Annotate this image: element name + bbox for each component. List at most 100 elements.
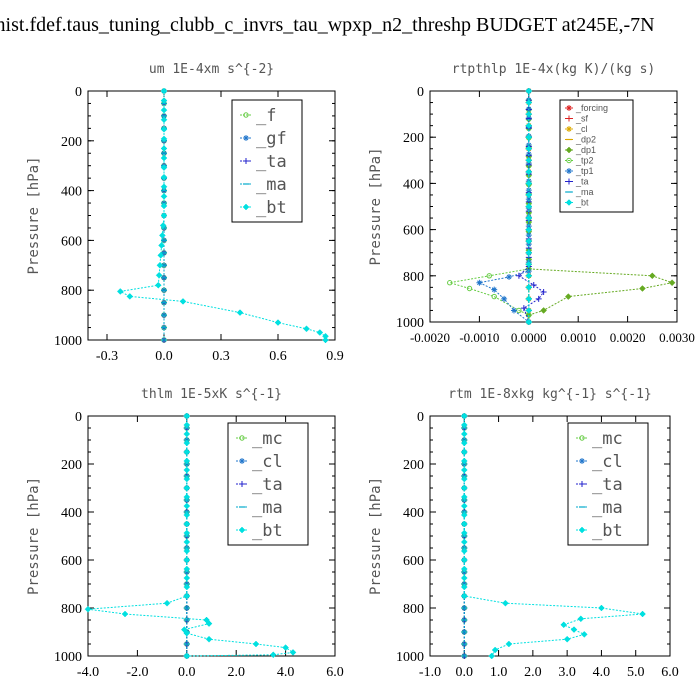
legend-entry-label: _mc: [592, 429, 623, 449]
data-point: [160, 116, 168, 124]
legend-marker: [239, 481, 245, 487]
data-point: [460, 466, 468, 474]
data-point: [160, 135, 168, 143]
legend-marker: [566, 178, 572, 185]
data-point: [460, 520, 468, 528]
y-tick-label: 400: [61, 185, 82, 200]
legend-marker: [579, 458, 585, 464]
y-tick-label: 200: [403, 458, 424, 473]
x-tick-label: 0.0: [155, 349, 173, 364]
data-point: [205, 635, 213, 643]
data-point: [577, 615, 585, 623]
data-point: [303, 325, 310, 333]
y-axis-label: Pressure [hPa]: [26, 156, 42, 274]
data-point: [639, 610, 646, 618]
data-point: [525, 223, 532, 230]
data-point: [460, 574, 468, 582]
data-point: [598, 604, 605, 612]
legend-entry-label: _bt: [575, 198, 589, 208]
series-bt: [525, 87, 533, 326]
data-point: [183, 529, 191, 537]
legend-entry-label: _bt: [592, 521, 623, 541]
data-point: [159, 232, 166, 239]
data-point: [540, 307, 547, 314]
y-tick-label: 800: [403, 602, 424, 617]
legend-marker: [566, 115, 572, 122]
panel-thlm: thlm 1E-5xK s^{-1} Pressure [hPa] 0 200 400 6…: [26, 387, 344, 680]
page-title: thist.fdef.taus_tuning_clubb_c_invrs_tau…: [0, 14, 655, 36]
y-tick-label: 400: [61, 506, 82, 521]
legend: _forcing_sf_cl_dp2_dp1_tp2_tp1_ta_ma_bt: [559, 99, 634, 213]
data-point: [183, 421, 191, 429]
data-point: [564, 293, 572, 300]
x-tick-label: -1.0: [419, 665, 441, 680]
data-point: [160, 87, 168, 95]
x-tick-label: 6.0: [661, 665, 679, 680]
legend-marker: [566, 157, 572, 164]
legend-entry-label: _ta: [575, 177, 589, 187]
data-point: [460, 412, 468, 420]
x-tick-label: 0.0030: [659, 330, 695, 345]
data-point: [486, 273, 492, 279]
data-point: [525, 145, 533, 153]
data-point: [491, 293, 497, 300]
data-point: [525, 168, 533, 176]
data-point: [183, 511, 191, 519]
y-tick-label: 200: [61, 458, 82, 473]
data-point: [183, 412, 191, 420]
data-point: [525, 237, 533, 245]
data-point: [460, 529, 468, 537]
data-point: [460, 493, 468, 501]
data-point: [563, 635, 571, 643]
data-point: [668, 279, 676, 287]
y-tick-label: 0: [417, 410, 424, 425]
data-point: [160, 145, 168, 152]
data-point: [183, 430, 191, 438]
data-point: [460, 583, 468, 591]
y-tick-label: 1000: [54, 650, 82, 665]
data-point: [183, 652, 191, 660]
data-point: [506, 273, 513, 280]
y-tick-label: 200: [61, 135, 82, 150]
y-tick-label: 1000: [396, 316, 424, 331]
legend-entry-label: _ma: [252, 498, 283, 518]
data-point: [163, 599, 171, 607]
legend-entry-label: _cl: [575, 124, 588, 134]
legend-entry-label: _dp2: [575, 135, 596, 145]
data-point: [530, 282, 537, 289]
data-point: [525, 99, 533, 106]
y-tick-label: 400: [403, 506, 424, 521]
legend-entry-label: _gf: [256, 129, 287, 149]
data-point: [520, 305, 527, 312]
x-tick-label: 0.0: [178, 665, 196, 680]
data-point: [460, 538, 468, 546]
legend-marker: [578, 526, 586, 534]
data-point: [154, 281, 162, 289]
data-point: [205, 620, 213, 627]
panel-title: um 1E-4xm s^{-2}: [149, 62, 274, 77]
data-point: [460, 475, 468, 483]
data-point: [274, 319, 282, 326]
data-point: [505, 640, 513, 648]
legend-entry-label: _dp1: [575, 145, 596, 155]
panel-rtpthlp: rtpthlp 1E-4x(kg K)/(kg s) Pressure [hPa]…: [368, 62, 695, 345]
data-point: [460, 421, 468, 429]
data-point: [525, 180, 533, 187]
data-point: [269, 651, 277, 659]
x-tick-label: 1.0: [490, 665, 508, 680]
legend-marker: [239, 435, 245, 441]
legend-marker: [566, 105, 572, 111]
data-point: [525, 191, 533, 199]
y-tick-label: 0: [417, 85, 424, 100]
x-tick-label: 4.0: [593, 665, 611, 680]
y-axis-label: Pressure [hPa]: [368, 477, 384, 595]
data-point: [460, 556, 468, 564]
data-point: [460, 592, 468, 600]
y-tick-label: 800: [61, 284, 82, 299]
y-tick-label: 600: [403, 554, 424, 569]
legend-entry-label: _ta: [252, 475, 283, 495]
data-point: [183, 448, 191, 456]
legend-entry-label: _ta: [592, 475, 623, 495]
data-point: [525, 226, 533, 233]
